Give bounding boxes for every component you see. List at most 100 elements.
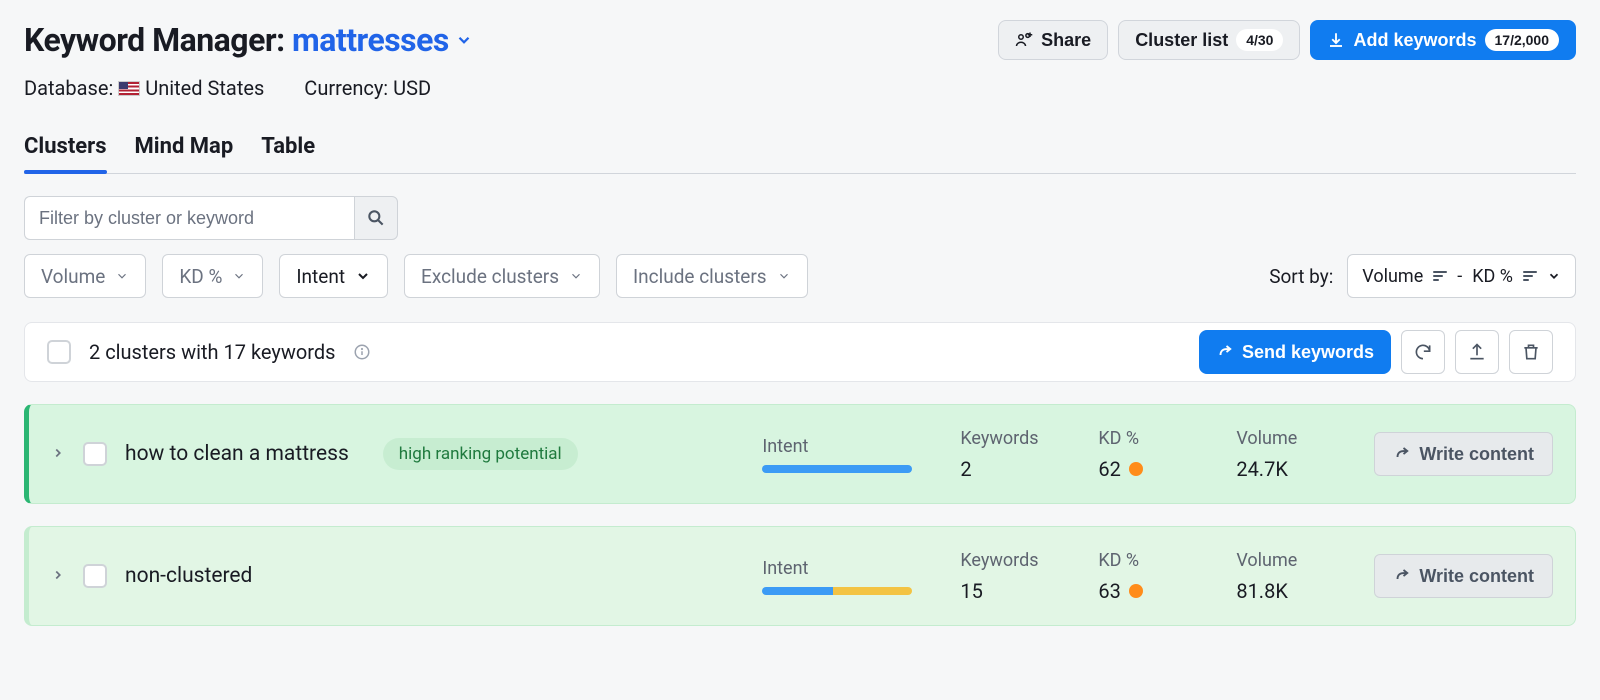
filter-kd[interactable]: KD %: [162, 254, 263, 298]
share-button[interactable]: Share: [998, 20, 1108, 60]
filter-exclude-label: Exclude clusters: [421, 265, 559, 288]
filter-input[interactable]: [24, 196, 354, 240]
metric-label: Volume: [1236, 550, 1326, 571]
sort-volume: Volume: [1362, 266, 1423, 287]
chevron-down-icon: [1547, 269, 1561, 283]
metric-label: Volume: [1236, 428, 1326, 449]
cluster-checkbox[interactable]: [83, 564, 107, 588]
search-icon: [366, 208, 386, 228]
currency-value: USD: [393, 76, 431, 100]
metric-label: KD %: [1098, 550, 1188, 571]
metric-value: 62: [1098, 457, 1188, 481]
cluster-metrics: Intent Keywords 2 KD % 62 Volume 24.7K W…: [762, 428, 1553, 481]
keyword-label: mattresses: [292, 21, 449, 59]
tab-table[interactable]: Table: [261, 134, 315, 173]
refresh-icon: [1413, 342, 1433, 362]
header: Keyword Manager: mattresses Share Cluste…: [24, 20, 1576, 60]
send-keywords-button[interactable]: Send keywords: [1199, 330, 1391, 374]
filter-volume-label: Volume: [41, 265, 105, 288]
database-info: Database: United States: [24, 76, 264, 100]
select-all-checkbox[interactable]: [47, 340, 71, 364]
metric-value: 63: [1098, 579, 1188, 603]
kd-dot-icon: [1129, 584, 1143, 598]
add-keywords-label: Add keywords: [1353, 30, 1476, 51]
search-button[interactable]: [354, 196, 398, 240]
metric-volume: Volume 81.8K: [1236, 550, 1326, 603]
write-content-label: Write content: [1419, 566, 1534, 587]
us-flag-icon: [118, 81, 140, 96]
upload-icon: [1467, 342, 1487, 362]
cluster-list-label: Cluster list: [1135, 30, 1228, 51]
chevron-right-icon: [51, 446, 65, 460]
metric-intent: Intent: [762, 558, 912, 595]
metric-kd: KD % 63: [1098, 550, 1188, 603]
page-title: Keyword Manager: mattresses: [24, 21, 473, 59]
metric-keywords: Keywords 15: [960, 550, 1050, 603]
metric-keywords: Keywords 2: [960, 428, 1050, 481]
chevron-down-icon: [115, 269, 129, 283]
tab-mind-map[interactable]: Mind Map: [135, 134, 234, 173]
chevron-down-icon: [777, 269, 791, 283]
metric-kd: KD % 62: [1098, 428, 1188, 481]
filter-kd-label: KD %: [179, 265, 222, 288]
metric-label: KD %: [1098, 428, 1188, 449]
filter-include-label: Include clusters: [633, 265, 767, 288]
expand-toggle[interactable]: [51, 445, 65, 464]
cluster-metrics: Intent Keywords 15 KD % 63 Volume 81.8K …: [762, 550, 1553, 603]
people-icon: [1015, 31, 1033, 49]
currency-label: Currency:: [304, 76, 388, 100]
meta-line: Database: United States Currency: USD: [24, 76, 1576, 100]
title-prefix: Keyword Manager:: [24, 21, 285, 59]
filter-intent[interactable]: Intent: [279, 254, 388, 298]
download-icon: [1327, 31, 1345, 49]
metric-value: 24.7K: [1236, 457, 1326, 481]
sort-dropdown[interactable]: Volume - KD %: [1347, 254, 1576, 298]
write-content-button[interactable]: Write content: [1374, 432, 1553, 476]
delete-button[interactable]: [1509, 330, 1553, 374]
keyword-dropdown[interactable]: mattresses: [292, 21, 473, 59]
chevron-down-icon: [355, 268, 371, 284]
chevron-down-icon: [232, 269, 246, 283]
add-keywords-button[interactable]: Add keywords 17/2,000: [1310, 20, 1576, 60]
currency-info: Currency: USD: [304, 76, 431, 100]
cluster-name: non-clustered: [125, 564, 252, 588]
write-content-label: Write content: [1419, 444, 1534, 465]
sort-wrap: Sort by: Volume - KD %: [1269, 254, 1576, 298]
cluster-row: non-clustered Intent Keywords 15 KD % 63…: [24, 526, 1576, 626]
tab-clusters[interactable]: Clusters: [24, 134, 107, 173]
filter-volume[interactable]: Volume: [24, 254, 146, 298]
tabs: Clusters Mind Map Table: [24, 134, 1576, 174]
cluster-list-button[interactable]: Cluster list 4/30: [1118, 20, 1300, 60]
info-icon[interactable]: [353, 343, 371, 361]
header-actions: Share Cluster list 4/30 Add keywords 17/…: [998, 20, 1576, 60]
intent-bar: [762, 465, 912, 473]
refresh-button[interactable]: [1401, 330, 1445, 374]
export-button[interactable]: [1455, 330, 1499, 374]
add-keywords-count: 17/2,000: [1485, 29, 1560, 51]
write-content-button[interactable]: Write content: [1374, 554, 1553, 598]
summary-text: 2 clusters with 17 keywords: [89, 340, 335, 364]
metric-value: 2: [960, 457, 1050, 481]
cluster-list-count: 4/30: [1236, 29, 1283, 51]
sort-kd: KD %: [1472, 266, 1513, 287]
expand-toggle[interactable]: [51, 567, 65, 586]
metric-label: Keywords: [960, 428, 1050, 449]
filter-exclude-clusters[interactable]: Exclude clusters: [404, 254, 600, 298]
intent-bar: [762, 587, 912, 595]
database-value: United States: [145, 76, 264, 100]
filter-include-clusters[interactable]: Include clusters: [616, 254, 808, 298]
chevron-down-icon: [569, 269, 583, 283]
chevron-down-icon: [455, 31, 473, 49]
metric-volume: Volume 24.7K: [1236, 428, 1326, 481]
sort-desc-icon: [1433, 271, 1447, 281]
sort-label: Sort by:: [1269, 265, 1333, 288]
metric-label: Keywords: [960, 550, 1050, 571]
metric-value: 15: [960, 579, 1050, 603]
trash-icon: [1521, 342, 1541, 362]
summary-actions: Send keywords: [1199, 330, 1553, 374]
cluster-row: how to clean a mattress high ranking pot…: [24, 404, 1576, 504]
ranking-badge: high ranking potential: [383, 438, 578, 470]
page-title-wrap: Keyword Manager: mattresses: [24, 21, 473, 59]
cluster-name: how to clean a mattress: [125, 442, 349, 466]
cluster-checkbox[interactable]: [83, 442, 107, 466]
